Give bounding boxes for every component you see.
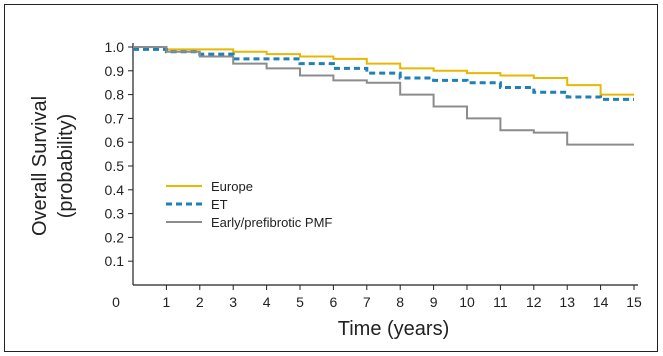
axes xyxy=(132,43,638,286)
y-tick-label: 0.5 xyxy=(105,158,125,174)
legend-label-2: Early/prefibrotic PMF xyxy=(211,215,332,230)
x-tick-label: 8 xyxy=(396,294,404,310)
x-tick-label: 10 xyxy=(459,294,475,310)
x-tick-label: 7 xyxy=(363,294,371,310)
y-tick-label: 0.4 xyxy=(105,182,125,198)
series-line-0 xyxy=(133,46,634,96)
x-axis-ticks: 0 1 2 3 4 5 6 7 8 9 10 11 12 13 14 15 xyxy=(112,285,642,310)
y-tick-label: 0.3 xyxy=(105,206,125,222)
y-axis-title-line-1: Overall Survival xyxy=(29,96,51,236)
legend: Europe ET Early/prefibrotic PMF xyxy=(166,179,332,230)
chart-frame xyxy=(4,4,658,352)
series-line-2 xyxy=(133,46,634,146)
y-tick-label: 0.8 xyxy=(105,87,125,103)
legend-label-0: Europe xyxy=(211,179,253,194)
y-tick-label: 0.6 xyxy=(105,134,125,150)
y-tick-label: 0.7 xyxy=(105,110,125,126)
y-tick-label: 0.1 xyxy=(105,253,125,269)
x-tick-label: 6 xyxy=(330,294,338,310)
x-tick-label: 12 xyxy=(526,294,542,310)
x-tick-label: 4 xyxy=(263,294,271,310)
x-tick-label: 14 xyxy=(593,294,609,310)
y-tick-label: 0.9 xyxy=(105,63,125,79)
x-tick-label: 2 xyxy=(196,294,204,310)
legend-label-1: ET xyxy=(211,197,228,212)
x-tick-label: 1 xyxy=(163,294,171,310)
x-tick-label: 5 xyxy=(296,294,304,310)
x-tick-label: 11 xyxy=(493,294,508,310)
series-lines xyxy=(133,46,634,146)
x-tick-label: 15 xyxy=(626,294,642,310)
y-tick-label: 0.2 xyxy=(105,229,125,245)
x-tick-label: 0 xyxy=(112,294,120,310)
y-axis-ticks: 0.1 0.2 0.3 0.4 0.5 0.6 0.7 0.8 0.9 1.0 xyxy=(105,39,133,269)
x-axis-title: Time (years) xyxy=(338,318,449,340)
y-tick-label: 1.0 xyxy=(105,39,125,55)
y-axis-title-line-2: (probability) xyxy=(55,114,77,218)
x-tick-label: 3 xyxy=(229,294,237,310)
series-line-1 xyxy=(133,47,634,101)
x-tick-label: 9 xyxy=(430,294,438,310)
x-tick-label: 13 xyxy=(559,294,575,310)
